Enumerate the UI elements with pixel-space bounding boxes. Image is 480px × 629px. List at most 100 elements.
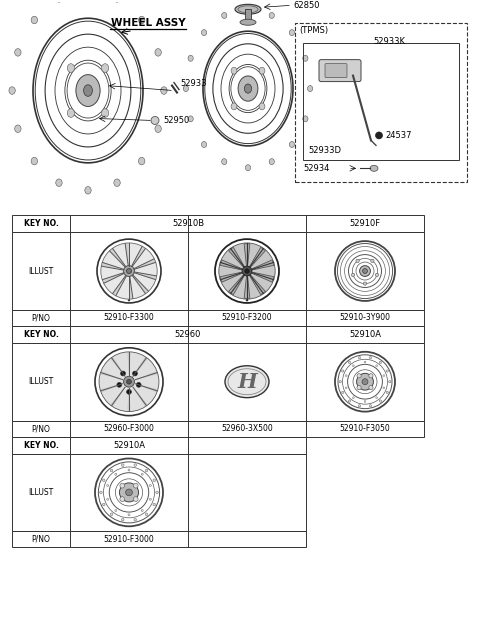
Circle shape xyxy=(134,518,136,521)
Text: P/NO: P/NO xyxy=(32,313,50,323)
Ellipse shape xyxy=(235,4,261,14)
Circle shape xyxy=(352,397,354,399)
Circle shape xyxy=(120,483,125,488)
Polygon shape xyxy=(228,247,245,267)
Ellipse shape xyxy=(246,300,248,301)
Polygon shape xyxy=(125,243,129,265)
Polygon shape xyxy=(128,389,131,411)
Circle shape xyxy=(145,469,148,472)
Text: 52910-F3050: 52910-F3050 xyxy=(340,424,390,433)
Circle shape xyxy=(99,352,159,411)
Polygon shape xyxy=(110,387,125,406)
Ellipse shape xyxy=(259,67,265,74)
Text: 52950: 52950 xyxy=(163,116,189,125)
Bar xyxy=(12,232,424,310)
Circle shape xyxy=(126,489,132,496)
Text: P/NO: P/NO xyxy=(32,535,50,543)
Ellipse shape xyxy=(183,86,189,92)
Circle shape xyxy=(242,266,252,276)
Ellipse shape xyxy=(138,16,145,24)
Text: 52910-F3200: 52910-F3200 xyxy=(222,313,272,323)
Ellipse shape xyxy=(259,103,265,110)
Ellipse shape xyxy=(128,300,130,301)
Bar xyxy=(12,326,424,343)
Polygon shape xyxy=(134,272,156,280)
Circle shape xyxy=(100,491,102,494)
Circle shape xyxy=(107,498,108,500)
Ellipse shape xyxy=(114,179,120,186)
Bar xyxy=(303,43,459,160)
FancyBboxPatch shape xyxy=(325,64,347,77)
Circle shape xyxy=(120,371,125,376)
Ellipse shape xyxy=(155,125,161,133)
Circle shape xyxy=(123,376,134,387)
Polygon shape xyxy=(100,371,123,380)
Text: KEY NO.: KEY NO. xyxy=(24,440,59,450)
Polygon shape xyxy=(132,357,148,376)
FancyBboxPatch shape xyxy=(319,60,361,82)
Circle shape xyxy=(102,503,105,506)
Circle shape xyxy=(107,484,108,486)
Circle shape xyxy=(117,382,121,387)
Circle shape xyxy=(102,479,105,482)
Circle shape xyxy=(127,389,132,394)
Circle shape xyxy=(219,243,275,299)
Polygon shape xyxy=(109,248,126,267)
Circle shape xyxy=(345,375,347,377)
Circle shape xyxy=(356,259,359,262)
Circle shape xyxy=(101,243,157,299)
Text: 24537: 24537 xyxy=(385,131,411,140)
Circle shape xyxy=(371,259,374,262)
Circle shape xyxy=(141,473,143,476)
Polygon shape xyxy=(128,352,131,375)
Polygon shape xyxy=(129,276,133,299)
Ellipse shape xyxy=(56,0,62,2)
Bar xyxy=(245,9,251,23)
Polygon shape xyxy=(132,247,145,267)
Ellipse shape xyxy=(245,6,251,13)
Circle shape xyxy=(376,365,378,367)
Ellipse shape xyxy=(138,157,145,165)
Text: (TPMS): (TPMS) xyxy=(299,26,328,35)
Ellipse shape xyxy=(188,55,193,61)
Circle shape xyxy=(126,269,132,274)
Circle shape xyxy=(348,400,351,402)
Ellipse shape xyxy=(202,30,207,36)
Ellipse shape xyxy=(370,165,378,171)
Ellipse shape xyxy=(202,142,207,147)
Ellipse shape xyxy=(67,109,74,118)
Text: 52933D: 52933D xyxy=(308,146,341,155)
Circle shape xyxy=(128,514,130,516)
Ellipse shape xyxy=(31,16,37,24)
Text: 52934: 52934 xyxy=(303,164,329,173)
Circle shape xyxy=(357,374,373,390)
Ellipse shape xyxy=(9,87,15,94)
Text: 52910-F3000: 52910-F3000 xyxy=(104,535,155,543)
Text: 52960-3X500: 52960-3X500 xyxy=(221,424,273,433)
Ellipse shape xyxy=(231,67,237,74)
Circle shape xyxy=(389,381,391,383)
Circle shape xyxy=(351,273,355,277)
Ellipse shape xyxy=(85,187,91,194)
Circle shape xyxy=(360,265,371,276)
Text: ILLUST: ILLUST xyxy=(28,377,54,386)
Circle shape xyxy=(156,491,158,494)
Ellipse shape xyxy=(67,64,74,72)
Circle shape xyxy=(375,132,383,139)
Ellipse shape xyxy=(161,87,167,94)
Circle shape xyxy=(153,503,156,506)
Circle shape xyxy=(369,374,373,378)
Circle shape xyxy=(136,382,141,387)
Ellipse shape xyxy=(102,109,108,118)
Text: 52910B: 52910B xyxy=(172,219,204,228)
Polygon shape xyxy=(228,275,245,295)
Text: 52910F: 52910F xyxy=(349,219,381,228)
Text: KEY NO.: KEY NO. xyxy=(24,219,59,228)
Circle shape xyxy=(369,386,373,390)
Text: 62850: 62850 xyxy=(293,1,320,10)
Circle shape xyxy=(120,483,139,502)
Circle shape xyxy=(370,404,372,407)
Circle shape xyxy=(120,497,125,501)
Circle shape xyxy=(121,464,124,467)
Text: WHEEL ASSY: WHEEL ASSY xyxy=(111,18,185,28)
